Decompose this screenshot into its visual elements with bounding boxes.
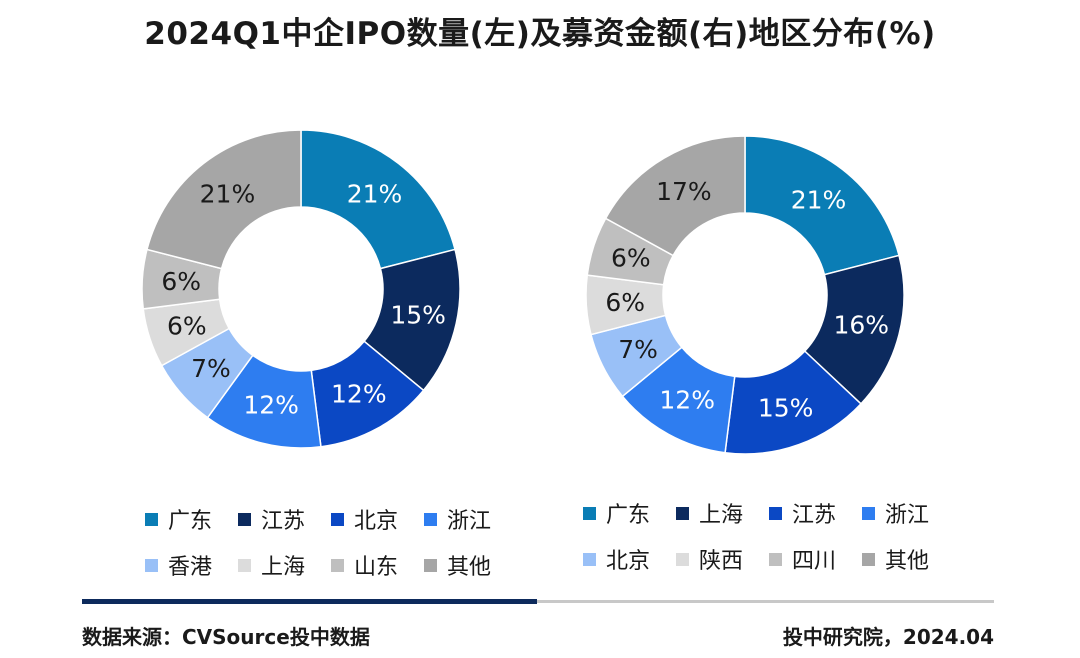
legend-left: 广东 江苏 北京 浙江香港 上海 山东 其他 — [145, 496, 585, 588]
chart-title: 2024Q1中企IPO数量(左)及募资金额(右)地区分布(%) — [144, 16, 936, 52]
legend-item-广东: 广东 — [145, 503, 238, 535]
legend-swatch — [769, 552, 782, 566]
legend-row: 广东 上海 江苏 浙江 — [583, 490, 1023, 536]
slice-label-江苏: 15% — [758, 393, 814, 422]
slice-label-浙江: 12% — [659, 386, 715, 415]
legend-label: 浙江 — [885, 503, 930, 528]
legend-row: 北京 陕西 四川 其他 — [583, 536, 1023, 582]
legend-label: 其他 — [447, 555, 492, 580]
legend-label: 江苏 — [792, 503, 837, 528]
slice-label-广东: 21% — [791, 186, 847, 215]
legend-label: 陕西 — [699, 549, 744, 574]
slice-其他 — [146, 129, 302, 270]
source-note: 数据来源：CVSource投中数据 — [82, 625, 370, 649]
legend-swatch — [769, 506, 782, 520]
legend-item-其他: 其他 — [862, 543, 955, 575]
donut-left: 21% 15% 12% 12% 7% 6% 6% 21% — [141, 129, 461, 449]
legend-label: 上海 — [699, 503, 744, 528]
legend-swatch — [424, 512, 437, 526]
legend-label: 山东 — [354, 555, 399, 580]
legend-swatch — [331, 558, 344, 572]
legend-label: 江苏 — [261, 509, 306, 534]
legend-label: 香港 — [168, 555, 213, 580]
legend-item-北京: 北京 — [583, 543, 676, 575]
legend-item-其他: 其他 — [424, 549, 517, 581]
legend-label: 上海 — [261, 555, 306, 580]
legend-swatch — [145, 512, 158, 526]
slice-label-上海: 16% — [833, 310, 889, 339]
slice-label-其他: 21% — [200, 180, 256, 209]
slice-广东 — [744, 135, 900, 276]
slice-label-江苏: 15% — [390, 301, 446, 330]
legend-item-北京: 北京 — [331, 503, 424, 535]
slice-label-山东: 6% — [161, 267, 201, 296]
legend-item-广东: 广东 — [583, 497, 676, 529]
legend-item-四川: 四川 — [769, 543, 862, 575]
legend-label: 四川 — [792, 549, 837, 574]
slice-label-北京: 7% — [618, 335, 658, 364]
slice-上海 — [803, 254, 905, 405]
legend-label: 北京 — [354, 509, 399, 534]
legend-item-浙江: 浙江 — [424, 503, 517, 535]
legend-swatch — [583, 552, 596, 566]
legend-swatch — [238, 512, 251, 526]
footer-divider-dark — [82, 599, 537, 604]
legend-label: 广东 — [168, 509, 213, 534]
legend-swatch — [676, 552, 689, 566]
legend-swatch — [331, 512, 344, 526]
legend-label: 广东 — [606, 503, 651, 528]
slice-其他 — [604, 135, 746, 257]
legend-swatch — [862, 552, 875, 566]
donut-right: 21% 16% 15% 12%7% 6% 6% 17% — [585, 135, 905, 455]
slice-label-广东: 21% — [347, 180, 403, 209]
legend-item-上海: 上海 — [238, 549, 331, 581]
slice-label-北京: 12% — [331, 380, 387, 409]
legend-item-江苏: 江苏 — [238, 503, 331, 535]
legend-swatch — [676, 506, 689, 520]
legend-swatch — [424, 558, 437, 572]
slice-广东 — [300, 129, 456, 270]
slice-label-四川: 6% — [611, 243, 651, 272]
legend-swatch — [145, 558, 158, 572]
slice-label-陕西: 6% — [605, 288, 645, 317]
legend-label: 其他 — [885, 549, 930, 574]
legend-label: 浙江 — [447, 509, 492, 534]
slice-label-浙江: 12% — [243, 391, 299, 420]
legend-swatch — [238, 558, 251, 572]
legend-item-陕西: 陕西 — [676, 543, 769, 575]
legend-item-山东: 山东 — [331, 549, 424, 581]
legend-row: 广东 江苏 北京 浙江 — [145, 496, 585, 542]
legend-label: 北京 — [606, 549, 651, 574]
slice-label-其他: 17% — [656, 177, 712, 206]
legend-item-香港: 香港 — [145, 549, 238, 581]
legend-right: 广东 上海 江苏 浙江北京 陕西 四川 其他 — [583, 490, 1023, 582]
slice-label-香港: 7% — [191, 354, 231, 383]
legend-item-江苏: 江苏 — [769, 497, 862, 529]
publisher-credit: 投中研究院，2024.04 — [782, 625, 994, 649]
legend-item-浙江: 浙江 — [862, 497, 955, 529]
legend-swatch — [862, 506, 875, 520]
slice-label-上海: 6% — [167, 312, 207, 341]
legend-row: 香港 上海 山东 其他 — [145, 542, 585, 588]
legend-item-上海: 上海 — [676, 497, 769, 529]
legend-swatch — [583, 506, 596, 520]
footer-divider-light — [537, 600, 994, 603]
